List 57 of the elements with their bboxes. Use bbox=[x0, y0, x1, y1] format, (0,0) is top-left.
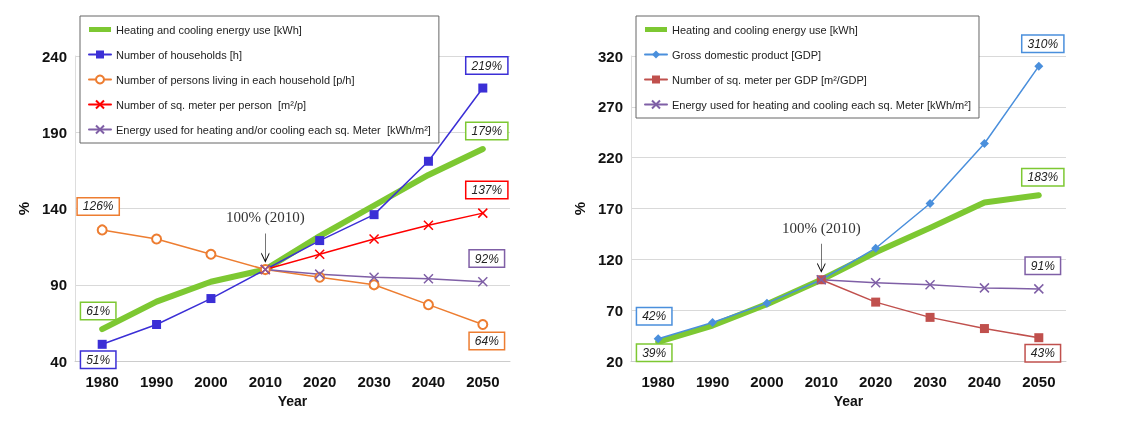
y-tick-label: 190 bbox=[41, 123, 67, 141]
y-tick-label: 70 bbox=[606, 301, 623, 319]
x-tick-label: 1990 bbox=[139, 373, 174, 391]
x-tick-label: 2020 bbox=[859, 373, 893, 391]
x-tick-label: 2040 bbox=[967, 373, 1002, 391]
x-tick-label: 1980 bbox=[85, 373, 119, 391]
y-tick-label: 220 bbox=[597, 149, 623, 167]
legend-label: Heating and cooling energy use [kWh] bbox=[672, 23, 858, 36]
y-tick-label: 120 bbox=[597, 250, 623, 268]
data-label: 39% bbox=[642, 345, 667, 360]
data-label: 137% bbox=[471, 182, 503, 197]
x-tick-label: 1990 bbox=[695, 373, 730, 391]
y-tick-label: 90 bbox=[50, 276, 67, 294]
x-axis-title: Year bbox=[833, 393, 864, 409]
x-tick-label: 2000 bbox=[194, 373, 228, 391]
annotation: 100% (2010) bbox=[781, 219, 861, 237]
legend-label: Number of persons living in each household [p/h] bbox=[116, 73, 355, 86]
data-label: 64% bbox=[474, 333, 500, 348]
data-label: 61% bbox=[86, 304, 111, 319]
legend-label: Heating and cooling energy use [kWh] bbox=[116, 23, 302, 36]
legend-label: Energy used for heating and/or cooling each sq. Meter [kWh/m²] bbox=[116, 123, 431, 136]
y-axis-title: % bbox=[15, 201, 32, 216]
data-label: 310% bbox=[1027, 36, 1059, 51]
y-tick-label: 20 bbox=[606, 352, 623, 370]
y-tick-label: 320 bbox=[597, 47, 623, 65]
data-label: 126% bbox=[82, 199, 114, 214]
y-tick-label: 240 bbox=[41, 47, 67, 65]
data-label: 219% bbox=[470, 58, 503, 73]
y-tick-label: 270 bbox=[597, 98, 623, 116]
x-tick-label: 2030 bbox=[357, 373, 391, 391]
x-axis-title: Year bbox=[277, 393, 308, 409]
y-axis-title: % bbox=[571, 201, 588, 216]
x-tick-label: 2050 bbox=[466, 373, 500, 391]
x-tick-label: 2040 bbox=[411, 373, 446, 391]
x-tick-label: 2030 bbox=[913, 373, 947, 391]
x-tick-label: 2010 bbox=[248, 373, 282, 391]
y-tick-label: 40 bbox=[50, 352, 67, 370]
data-label: 183% bbox=[1027, 170, 1059, 185]
y-tick-label: 170 bbox=[597, 200, 623, 218]
x-tick-label: 2050 bbox=[1022, 373, 1056, 391]
data-label: 92% bbox=[474, 251, 500, 266]
data-label: 179% bbox=[471, 124, 503, 139]
legend-label: Gross domestic product [GDP] bbox=[672, 48, 822, 61]
legend-label: Number of sq. meter per person [m²/p] bbox=[116, 98, 307, 111]
x-tick-label: 2020 bbox=[303, 373, 337, 391]
data-label: 42% bbox=[642, 309, 667, 324]
data-label: 51% bbox=[86, 352, 111, 367]
annotation: 100% (2010) bbox=[225, 209, 305, 227]
x-tick-label: 2010 bbox=[804, 373, 838, 391]
legend-label: Energy used for heating and cooling each sq. Meter [kWh/m²] bbox=[672, 98, 971, 111]
x-tick-label: 1980 bbox=[641, 373, 675, 391]
data-label: 43% bbox=[1030, 346, 1056, 361]
data-label: 91% bbox=[1030, 258, 1056, 273]
legend-label: Number of sq. meter per GDP [m²/GDP] bbox=[672, 73, 867, 86]
x-tick-label: 2000 bbox=[750, 373, 784, 391]
y-tick-label: 140 bbox=[41, 200, 67, 218]
legend-label: Number of households [h] bbox=[116, 48, 242, 61]
